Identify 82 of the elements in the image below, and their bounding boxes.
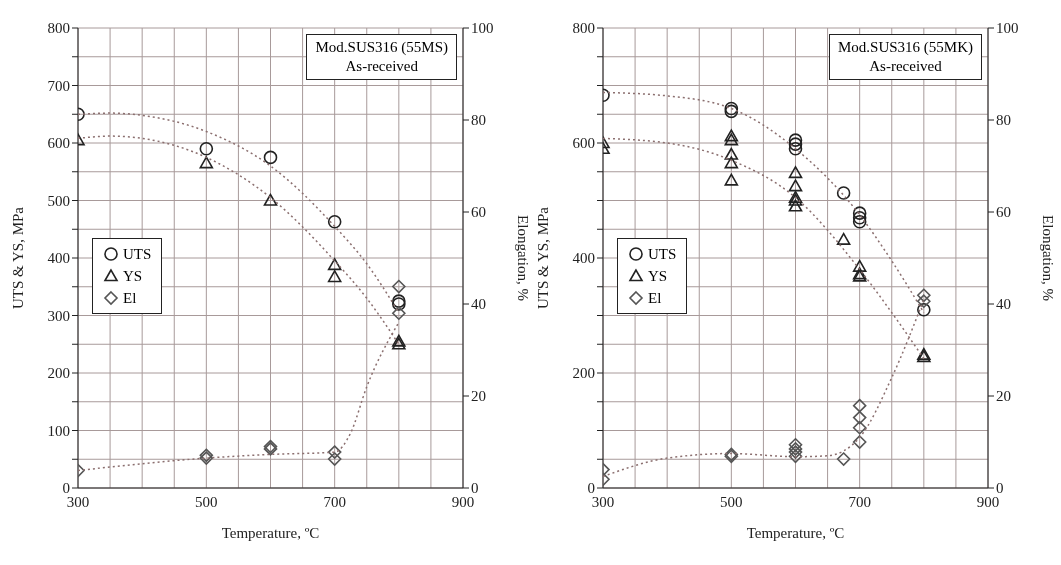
annotation: As-received bbox=[868, 57, 943, 76]
x-axis-title: Temperature, ºC bbox=[221, 525, 320, 541]
point bbox=[788, 449, 803, 464]
y-tick-label: 600 bbox=[47, 135, 70, 152]
point bbox=[852, 398, 867, 413]
legend-label: UTS bbox=[648, 245, 677, 264]
point bbox=[852, 214, 867, 229]
point bbox=[852, 259, 867, 272]
point bbox=[724, 147, 739, 160]
point bbox=[724, 133, 739, 146]
y2-tick-label: 40 bbox=[996, 296, 1011, 313]
point bbox=[788, 179, 803, 192]
x-tick-label: 700 bbox=[848, 493, 871, 510]
y2-axis-title: Elongation, % bbox=[1039, 215, 1056, 301]
x-tick-label: 700 bbox=[323, 493, 346, 510]
note-box: Mod.SUS316 (55MS) As-received bbox=[306, 34, 457, 80]
point bbox=[788, 133, 803, 147]
point bbox=[917, 288, 931, 303]
point bbox=[917, 294, 931, 309]
point bbox=[836, 452, 851, 466]
y2-axis-title: Elongation, % bbox=[514, 215, 531, 301]
x-tick-label: 500 bbox=[720, 493, 743, 510]
point bbox=[852, 435, 867, 449]
y-tick-label: 200 bbox=[47, 365, 70, 382]
point bbox=[327, 258, 342, 271]
y-axis-title: UTS & YS, MPa bbox=[535, 206, 552, 309]
point bbox=[724, 129, 739, 142]
annotation: As-received bbox=[344, 57, 419, 76]
y2-tick-label: 100 bbox=[471, 20, 494, 37]
y2-tick-label: 60 bbox=[996, 204, 1011, 221]
point bbox=[327, 452, 342, 466]
point bbox=[788, 199, 803, 212]
legend-label: YS bbox=[648, 267, 668, 286]
y-tick-label: 200 bbox=[572, 365, 595, 382]
point bbox=[199, 141, 214, 156]
legend-label: El bbox=[648, 289, 662, 308]
point bbox=[327, 270, 342, 283]
y-tick-label: 500 bbox=[47, 192, 70, 209]
note-box: Mod.SUS316 (55MK) As-received bbox=[829, 34, 982, 80]
y-tick-label: 700 bbox=[47, 77, 70, 94]
annotation: Mod.SUS316 (55MS) bbox=[315, 38, 448, 57]
y-tick-label: 100 bbox=[47, 422, 70, 439]
point bbox=[852, 410, 867, 425]
y2-tick-label: 80 bbox=[471, 112, 486, 129]
point bbox=[392, 306, 406, 320]
y2-tick-label: 40 bbox=[471, 296, 486, 313]
point bbox=[852, 206, 867, 220]
point bbox=[263, 193, 278, 206]
point bbox=[852, 420, 867, 435]
y-tick-label: 300 bbox=[47, 307, 70, 324]
point bbox=[199, 156, 214, 169]
y2-tick-label: 100 bbox=[996, 20, 1019, 37]
point bbox=[263, 150, 278, 165]
y-tick-label: 400 bbox=[47, 250, 70, 267]
point bbox=[836, 186, 851, 200]
y-tick-label: 800 bbox=[47, 20, 70, 37]
x-tick-label: 500 bbox=[195, 493, 218, 510]
y-axis-title: UTS & YS, MPa bbox=[10, 206, 27, 309]
point bbox=[788, 141, 803, 156]
point bbox=[724, 156, 739, 169]
point bbox=[327, 214, 342, 229]
annotation: Mod.SUS316 (55MK) bbox=[837, 38, 973, 57]
point bbox=[788, 166, 803, 179]
legend-label: UTS bbox=[123, 245, 152, 264]
y2-tick-label: 80 bbox=[996, 112, 1011, 129]
legend-label: YS bbox=[123, 267, 143, 286]
y-tick-label: 400 bbox=[572, 250, 595, 267]
point bbox=[788, 137, 803, 151]
point bbox=[724, 173, 739, 186]
point bbox=[836, 232, 851, 245]
y2-tick-label: 20 bbox=[471, 388, 486, 405]
point bbox=[852, 210, 867, 225]
x-axis-title: Temperature, ºC bbox=[746, 525, 845, 541]
y2-tick-label: 20 bbox=[996, 388, 1011, 405]
point bbox=[917, 302, 931, 317]
y2-tick-label: 60 bbox=[471, 204, 486, 221]
point bbox=[392, 279, 406, 294]
legend-label: El bbox=[123, 289, 137, 308]
point bbox=[327, 445, 342, 459]
y-tick-label: 600 bbox=[572, 135, 595, 152]
y-tick-label: 800 bbox=[572, 20, 595, 37]
point bbox=[788, 437, 803, 452]
